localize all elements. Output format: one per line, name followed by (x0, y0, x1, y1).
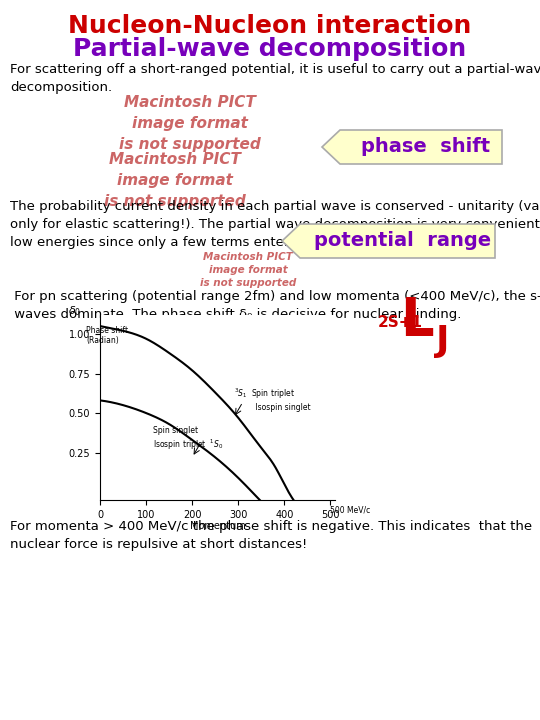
X-axis label: Momentum: Momentum (190, 521, 245, 531)
Text: phase  shift: phase shift (361, 138, 490, 156)
Text: The probability current density in each partial wave is conserved - unitarity (v: The probability current density in each … (10, 200, 540, 249)
Text: L: L (400, 295, 434, 347)
Text: Spin singlet
Isospin triplet  $^1S_0$: Spin singlet Isospin triplet $^1S_0$ (153, 426, 224, 452)
Text: $^3S_1$  Spin triplet
         Isospin singlet: $^3S_1$ Spin triplet Isospin singlet (234, 387, 310, 412)
Text: Macintosh PICT
image format
is not supported: Macintosh PICT image format is not suppo… (104, 152, 246, 209)
Text: potential  range: potential range (314, 232, 491, 251)
Polygon shape (282, 224, 495, 258)
Text: Partial-wave decomposition: Partial-wave decomposition (73, 37, 467, 61)
Text: Nucleon-Nucleon interaction: Nucleon-Nucleon interaction (69, 14, 471, 38)
Text: J: J (436, 324, 449, 358)
Text: For scattering off a short-ranged potential, it is useful to carry out a partial: For scattering off a short-ranged potent… (10, 63, 540, 94)
Text: For momenta > 400 MeV/c the phase shift is negative. This indicates  that the
nu: For momenta > 400 MeV/c the phase shift … (10, 520, 532, 551)
Text: Macintosh PICT
image format
is not supported: Macintosh PICT image format is not suppo… (200, 252, 296, 287)
Text: For pn scattering (potential range 2fm) and low momenta (<400 MeV/c), the s-
 wa: For pn scattering (potential range 2fm) … (10, 290, 540, 321)
Text: Phase shift
(Radian): Phase shift (Radian) (86, 326, 129, 346)
Text: $\delta_0$: $\delta_0$ (68, 305, 81, 318)
Text: 500 MeV/c: 500 MeV/c (330, 505, 370, 515)
Polygon shape (322, 130, 502, 164)
Text: 2S+1: 2S+1 (378, 315, 423, 330)
Text: Macintosh PICT
image format
is not supported: Macintosh PICT image format is not suppo… (119, 95, 261, 152)
